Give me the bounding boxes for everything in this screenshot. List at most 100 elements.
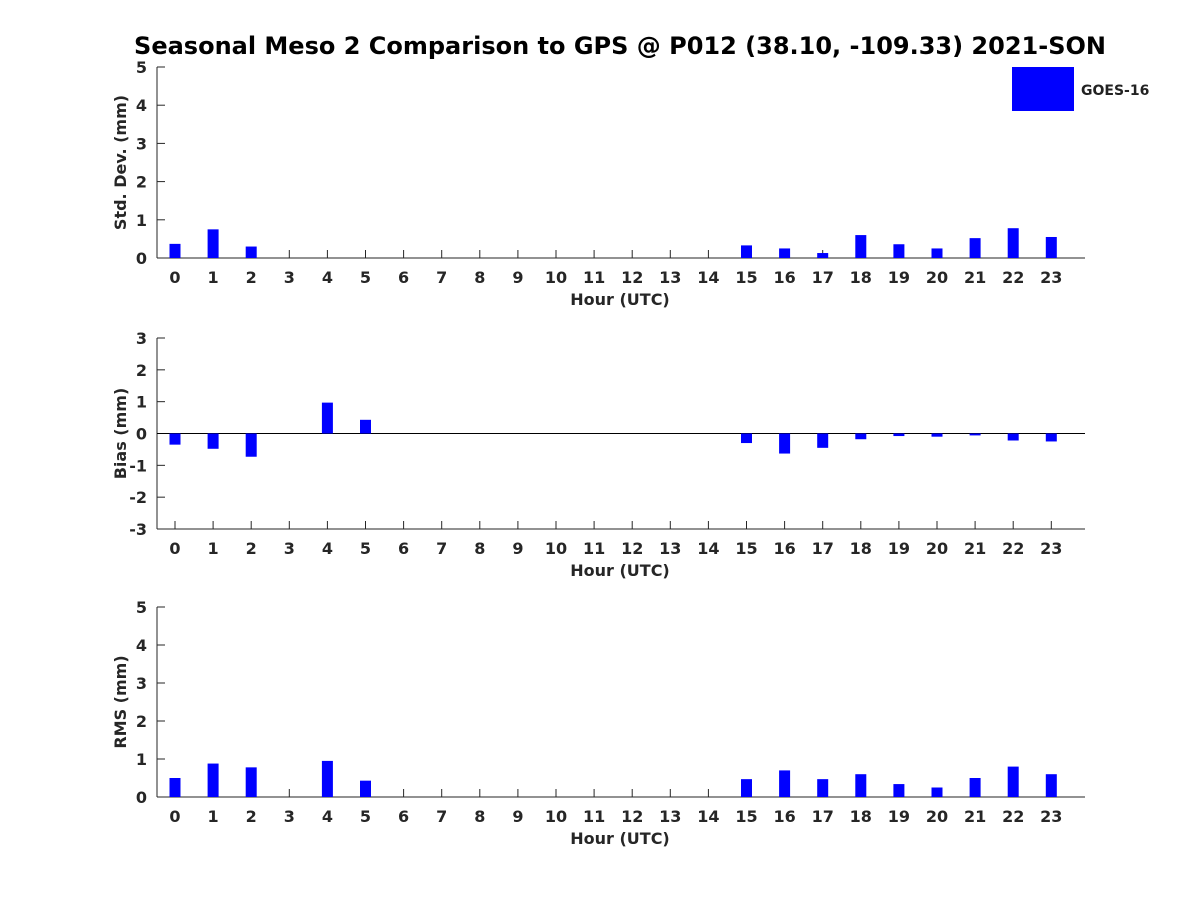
- y-tick-label: -1: [129, 456, 147, 475]
- x-tick-label: 23: [1040, 539, 1062, 558]
- x-tick-label: 9: [512, 807, 523, 826]
- x-tick-label: 12: [621, 539, 643, 558]
- x-tick-label: 22: [1002, 807, 1024, 826]
- x-tick-label: 11: [583, 539, 605, 558]
- x-axis-label: Hour (UTC): [570, 561, 670, 580]
- bar-hour-18: [855, 433, 867, 440]
- bar-hour-0: [169, 433, 181, 445]
- bar-hour-19: [893, 433, 905, 437]
- y-tick-label: 3: [136, 674, 147, 693]
- x-tick-label: 4: [322, 807, 333, 826]
- y-axis-label: Bias (mm): [111, 388, 130, 480]
- x-tick-label: 6: [398, 268, 409, 287]
- x-tick-label: 17: [812, 539, 834, 558]
- x-tick-label: 6: [398, 539, 409, 558]
- y-tick-label: -3: [129, 520, 147, 539]
- x-tick-label: 4: [322, 539, 333, 558]
- x-tick-label: 3: [284, 807, 295, 826]
- x-tick-label: 16: [773, 539, 795, 558]
- bar-hour-22: [1007, 433, 1019, 441]
- x-tick-label: 4: [322, 268, 333, 287]
- x-tick-label: 21: [964, 539, 986, 558]
- figure-title: Seasonal Meso 2 Comparison to GPS @ P012…: [134, 32, 1106, 60]
- x-tick-label: 19: [888, 807, 910, 826]
- x-tick-label: 7: [436, 807, 447, 826]
- y-tick-label: -2: [129, 488, 147, 507]
- bar-hour-22: [1007, 766, 1019, 797]
- x-tick-label: 7: [436, 268, 447, 287]
- y-tick-label: 1: [136, 211, 147, 230]
- x-tick-label: 22: [1002, 268, 1024, 287]
- x-tick-label: 16: [773, 268, 795, 287]
- bar-hour-19: [893, 244, 905, 258]
- y-tick-label: 5: [136, 58, 147, 77]
- x-tick-label: 13: [659, 807, 681, 826]
- x-tick-label: 14: [697, 539, 719, 558]
- bar-hour-19: [893, 784, 905, 797]
- x-axis-label: Hour (UTC): [570, 290, 670, 309]
- y-tick-label: 2: [136, 173, 147, 192]
- bar-hour-17: [817, 253, 829, 258]
- y-tick-label: 3: [136, 329, 147, 348]
- x-tick-label: 8: [474, 807, 485, 826]
- bar-hour-1: [207, 433, 219, 449]
- x-tick-label: 13: [659, 539, 681, 558]
- x-tick-label: 3: [284, 268, 295, 287]
- bar-hour-2: [245, 246, 257, 258]
- legend: GOES-16: [1012, 67, 1149, 111]
- x-tick-label: 18: [850, 807, 872, 826]
- legend-swatch: [1012, 67, 1074, 111]
- bar-hour-20: [931, 248, 943, 258]
- bar-hour-16: [779, 770, 791, 797]
- x-tick-label: 19: [888, 539, 910, 558]
- bar-hour-18: [855, 235, 867, 258]
- bar-hour-20: [931, 433, 943, 437]
- y-tick-label: 3: [136, 134, 147, 153]
- x-tick-label: 14: [697, 268, 719, 287]
- x-tick-label: 20: [926, 268, 948, 287]
- y-tick-label: 2: [136, 361, 147, 380]
- x-tick-label: 1: [208, 539, 219, 558]
- x-tick-label: 5: [360, 539, 371, 558]
- y-tick-label: 0: [136, 425, 147, 444]
- bar-hour-23: [1045, 433, 1057, 442]
- y-tick-label: 4: [136, 636, 147, 655]
- x-tick-label: 9: [512, 268, 523, 287]
- x-tick-label: 23: [1040, 268, 1062, 287]
- x-tick-label: 14: [697, 807, 719, 826]
- x-tick-label: 10: [545, 539, 567, 558]
- bar-hour-2: [245, 767, 257, 797]
- bar-hour-5: [360, 419, 371, 434]
- bar-hour-15: [741, 779, 752, 797]
- bar-hour-21: [969, 238, 981, 258]
- legend-label: GOES-16: [1081, 83, 1149, 99]
- x-tick-label: 17: [812, 268, 834, 287]
- x-tick-label: 20: [926, 807, 948, 826]
- bar-hour-20: [931, 787, 943, 797]
- x-tick-label: 23: [1040, 807, 1062, 826]
- bar-hour-0: [169, 243, 181, 258]
- x-tick-label: 21: [964, 268, 986, 287]
- x-tick-label: 0: [169, 807, 180, 826]
- x-tick-label: 5: [360, 807, 371, 826]
- x-tick-label: 2: [246, 268, 257, 287]
- y-tick-label: 4: [136, 96, 147, 115]
- x-tick-label: 13: [659, 268, 681, 287]
- x-tick-label: 2: [246, 807, 257, 826]
- x-tick-label: 5: [360, 268, 371, 287]
- x-tick-label: 0: [169, 268, 180, 287]
- x-tick-label: 3: [284, 539, 295, 558]
- bar-hour-1: [207, 229, 219, 258]
- x-tick-label: 8: [474, 268, 485, 287]
- x-tick-label: 10: [545, 807, 567, 826]
- x-tick-label: 12: [621, 268, 643, 287]
- x-tick-label: 1: [208, 807, 219, 826]
- y-tick-label: 5: [136, 598, 147, 617]
- x-tick-label: 12: [621, 807, 643, 826]
- bar-hour-4: [321, 402, 333, 434]
- bar-hour-22: [1007, 228, 1019, 258]
- bar-hour-17: [817, 779, 829, 797]
